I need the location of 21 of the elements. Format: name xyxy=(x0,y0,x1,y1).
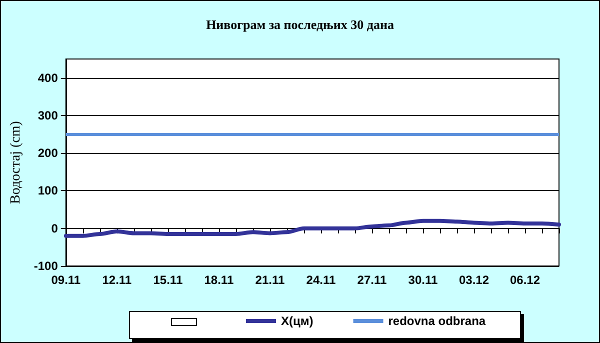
x-tick-label: 15.11 xyxy=(153,273,183,287)
x-tick-label: 21.11 xyxy=(255,273,285,287)
x-tick-label: 09.11 xyxy=(51,273,81,287)
y-tick-label: 200 xyxy=(38,146,58,160)
legend-label: X(цм) xyxy=(281,314,314,328)
x-tick-label: 12.11 xyxy=(102,273,132,287)
line-series xyxy=(64,218,561,238)
y-tick-label: 100 xyxy=(38,184,58,198)
x-tick-label: 18.11 xyxy=(204,273,234,287)
legend-label: redovna odbrana xyxy=(388,314,486,328)
x-tick-label: 27.11 xyxy=(357,273,387,287)
x-tick-label: 24.11 xyxy=(306,273,336,287)
y-tick-label: -100 xyxy=(34,259,58,273)
x-tick-label: 03.12 xyxy=(458,273,490,287)
x-tick-label: 30.11 xyxy=(408,273,438,287)
y-axis-title: Водостај (cm) xyxy=(8,120,24,204)
x-tick-label: 06.12 xyxy=(510,273,540,287)
y-tick-label: 0 xyxy=(51,221,58,236)
y-tick-label: 300 xyxy=(38,108,58,122)
chart-title: Нивограм за последњих 30 дана xyxy=(206,17,394,32)
y-tick-label: 400 xyxy=(38,70,58,85)
